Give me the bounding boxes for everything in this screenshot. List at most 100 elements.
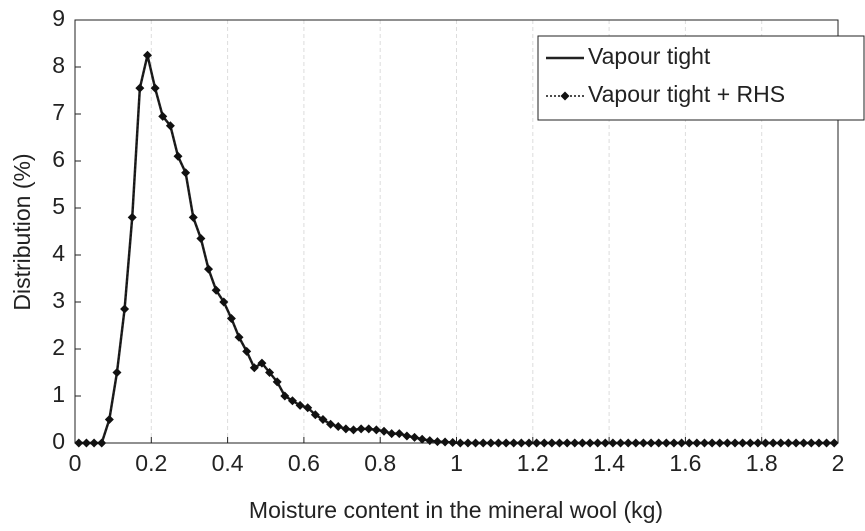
data-point	[280, 391, 290, 401]
data-point	[478, 438, 488, 448]
data-point	[341, 424, 351, 434]
data-point	[753, 438, 763, 448]
data-point	[242, 346, 252, 356]
data-point	[524, 438, 534, 448]
data-point	[822, 438, 832, 448]
x-tick-label: 1.8	[746, 450, 778, 476]
data-point	[730, 438, 740, 448]
data-point	[684, 438, 694, 448]
data-point	[364, 424, 374, 434]
data-point	[394, 429, 404, 439]
data-point	[135, 83, 145, 93]
data-point	[333, 422, 343, 432]
legend: Vapour tight Vapour tight + RHS	[537, 35, 865, 121]
data-point	[173, 151, 183, 161]
x-tick-label: 1.6	[669, 450, 701, 476]
data-point	[501, 438, 511, 448]
legend-label: Vapour tight	[588, 43, 711, 69]
x-tick-label: 1.2	[517, 450, 549, 476]
data-point	[158, 111, 168, 121]
legend-box	[537, 35, 865, 121]
data-point	[318, 415, 328, 424]
y-tick-label: 7	[52, 99, 65, 125]
data-point	[516, 438, 526, 448]
data-point	[715, 438, 725, 448]
x-tick-label: 2	[832, 450, 845, 476]
data-point	[722, 438, 732, 448]
data-point	[356, 424, 366, 434]
data-point	[669, 438, 679, 448]
data-point	[631, 438, 641, 448]
data-point	[738, 438, 748, 448]
data-point	[104, 415, 114, 424]
data-point	[120, 304, 130, 314]
data-point	[89, 438, 99, 448]
data-point	[226, 313, 236, 323]
data-point	[463, 438, 473, 448]
y-tick-label: 3	[52, 287, 65, 313]
data-point	[577, 438, 587, 448]
data-point	[806, 438, 816, 448]
x-tick-label: 0.6	[288, 450, 320, 476]
data-point	[142, 50, 152, 60]
data-point	[234, 332, 244, 342]
x-axis-label: Moisture content in the mineral wool (kg…	[249, 497, 663, 523]
data-point	[81, 438, 91, 448]
data-point	[188, 212, 198, 222]
data-point	[402, 431, 412, 441]
data-point	[532, 438, 542, 448]
y-axis-label: Distribution (%)	[9, 153, 35, 310]
data-point	[654, 438, 664, 448]
y-tick-label: 8	[52, 52, 65, 78]
data-point	[165, 121, 175, 131]
y-tick-label: 4	[52, 240, 65, 266]
data-point	[219, 297, 229, 307]
data-point	[448, 438, 458, 448]
data-point	[829, 438, 839, 448]
data-point	[211, 285, 221, 295]
data-point	[539, 438, 549, 448]
data-point	[326, 419, 336, 429]
data-point	[196, 234, 206, 244]
data-point	[486, 438, 496, 448]
y-tick-label: 5	[52, 193, 65, 219]
data-point	[455, 438, 465, 448]
data-point	[493, 438, 503, 448]
data-point	[295, 400, 305, 410]
data-point	[74, 438, 84, 448]
data-point	[471, 438, 481, 448]
data-point	[112, 368, 122, 377]
y-tick-label: 2	[52, 334, 65, 360]
data-point	[379, 426, 389, 436]
data-point	[677, 438, 687, 448]
data-point	[387, 429, 397, 439]
data-point	[440, 437, 450, 447]
y-tick-label: 6	[52, 146, 65, 172]
x-tick-label: 0.8	[364, 450, 396, 476]
data-point	[127, 212, 137, 222]
y-tick-label: 0	[52, 428, 65, 454]
x-tick-label: 1	[450, 450, 463, 476]
data-point	[745, 438, 755, 448]
data-point	[768, 438, 778, 448]
data-point	[623, 438, 633, 448]
data-point	[638, 438, 648, 448]
data-point	[257, 358, 267, 368]
data-point	[432, 437, 442, 447]
data-point	[287, 396, 297, 406]
data-point	[417, 434, 427, 444]
data-point	[646, 438, 656, 448]
data-point	[707, 438, 717, 448]
x-tick-label: 0	[69, 450, 82, 476]
data-point	[814, 438, 824, 448]
data-point	[272, 377, 282, 387]
data-point	[410, 432, 420, 442]
data-point	[555, 438, 565, 448]
data-point	[181, 168, 191, 178]
data-point	[799, 438, 809, 448]
data-point	[348, 425, 358, 435]
data-point	[585, 438, 595, 448]
data-point	[204, 264, 214, 274]
data-point	[425, 436, 435, 446]
